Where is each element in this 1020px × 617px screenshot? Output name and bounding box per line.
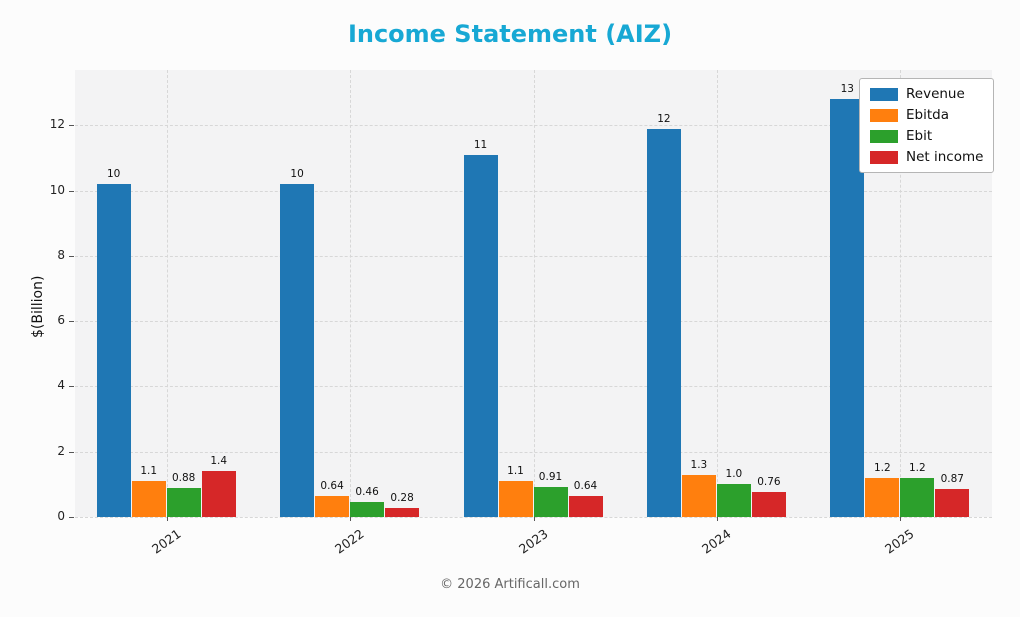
x-tick-label-2021: 2021 xyxy=(148,526,184,557)
bar-ebitda-2023 xyxy=(498,481,533,517)
y-tick-mark xyxy=(69,255,74,257)
x-gridline xyxy=(533,70,535,517)
x-tick-label-2025: 2025 xyxy=(882,526,917,557)
legend-swatch-ebitda xyxy=(870,108,898,122)
x-gridline xyxy=(166,70,168,517)
bar-revenue-2022 xyxy=(280,184,315,517)
y-tick-label: 12 xyxy=(49,117,65,132)
bar-ebit-2025 xyxy=(900,477,935,517)
legend-label-ebitda: Ebitda xyxy=(906,107,949,123)
y-tick-label: 2 xyxy=(57,443,65,458)
bar-net-income-2021 xyxy=(201,471,236,517)
bar-net-income-2025 xyxy=(935,488,970,517)
bar-value-net-income-2025: 0.87 xyxy=(940,472,964,485)
legend-label-revenue: Revenue xyxy=(906,86,965,102)
chart-title: Income Statement (AIZ) xyxy=(347,20,673,48)
bar-value-revenue-2025: 13 xyxy=(840,83,854,96)
x-tick-label-2022: 2022 xyxy=(332,526,367,557)
bar-value-ebit-2022: 0.46 xyxy=(355,485,379,498)
y-tick-label: 10 xyxy=(49,182,65,197)
bar-ebitda-2025 xyxy=(865,477,900,517)
bar-ebit-2023 xyxy=(533,487,568,517)
bar-value-ebitda-2022: 0.64 xyxy=(320,480,344,493)
x-tick-label-2023: 2023 xyxy=(515,526,551,557)
bar-value-ebitda-2021: 1.1 xyxy=(140,465,158,478)
bar-ebitda-2021 xyxy=(131,481,166,517)
y-tick-mark xyxy=(69,451,74,453)
bar-value-ebitda-2025: 1.2 xyxy=(873,461,891,474)
x-tick-label-2024: 2024 xyxy=(698,526,734,557)
legend-item-ebitda: Ebitda xyxy=(870,107,983,123)
bar-net-income-2023 xyxy=(568,496,603,517)
legend-item-ebit: Ebit xyxy=(870,128,983,144)
bar-value-net-income-2022: 0.28 xyxy=(390,491,414,504)
y-tick-mark xyxy=(69,386,74,388)
bar-value-ebit-2024: 1.0 xyxy=(725,468,743,481)
bar-value-revenue-2022: 10 xyxy=(290,168,304,181)
y-tick-label: 0 xyxy=(57,509,65,523)
legend-label-ebit: Ebit xyxy=(906,128,933,144)
legend-item-net-income: Net income xyxy=(870,149,983,165)
bar-value-net-income-2023: 0.64 xyxy=(573,480,598,493)
x-tick-mark xyxy=(350,517,352,521)
bar-revenue-2024 xyxy=(646,128,681,517)
y-tick-label: 6 xyxy=(57,313,65,328)
y-tick-mark xyxy=(69,321,74,323)
y-tick-mark xyxy=(69,190,74,192)
bar-ebit-2024 xyxy=(716,484,751,517)
x-gridline xyxy=(716,70,718,517)
bar-ebitda-2024 xyxy=(681,474,716,517)
x-tick-mark xyxy=(716,517,718,521)
bar-value-revenue-2021: 10 xyxy=(107,168,121,181)
bar-ebit-2021 xyxy=(166,488,201,517)
bar-value-ebit-2023: 0.91 xyxy=(538,471,563,484)
x-tick-mark xyxy=(533,517,535,521)
legend-swatch-ebit xyxy=(870,129,898,143)
bar-ebitda-2022 xyxy=(315,496,350,517)
x-gridline xyxy=(900,70,902,517)
bar-ebit-2022 xyxy=(350,501,385,517)
x-gridline xyxy=(350,70,352,517)
y-tick-mark xyxy=(69,125,74,127)
bar-net-income-2022 xyxy=(385,507,420,517)
bar-value-net-income-2024: 0.76 xyxy=(757,476,781,489)
y-tick-label: 8 xyxy=(57,247,65,262)
legend-swatch-revenue xyxy=(870,87,898,101)
x-tick-mark xyxy=(900,517,902,521)
bar-value-ebit-2021: 0.88 xyxy=(171,472,196,485)
y-axis-label: $(Billion) xyxy=(30,275,46,338)
footer-credit: © 2026 Artificall.com xyxy=(440,577,580,592)
bar-value-net-income-2021: 1.4 xyxy=(210,455,228,468)
legend: Revenue Ebitda Ebit Net income xyxy=(859,78,995,173)
bar-net-income-2024 xyxy=(751,492,786,517)
bar-revenue-2025 xyxy=(830,99,865,517)
x-tick-mark xyxy=(166,517,168,521)
legend-item-revenue: Revenue xyxy=(870,86,983,102)
legend-label-net-income: Net income xyxy=(906,149,984,165)
bar-value-revenue-2023: 11 xyxy=(473,138,488,151)
y-tick-label: 4 xyxy=(57,378,65,393)
y-tick-mark xyxy=(69,517,74,518)
legend-swatch-net-income xyxy=(870,150,898,164)
bar-revenue-2021 xyxy=(96,184,131,517)
bar-value-ebitda-2024: 1.3 xyxy=(690,458,708,471)
bar-value-ebit-2025: 1.2 xyxy=(908,461,926,474)
bar-revenue-2023 xyxy=(463,154,498,517)
bar-value-revenue-2024: 12 xyxy=(657,112,671,125)
bar-value-ebitda-2023: 1.1 xyxy=(507,465,524,478)
